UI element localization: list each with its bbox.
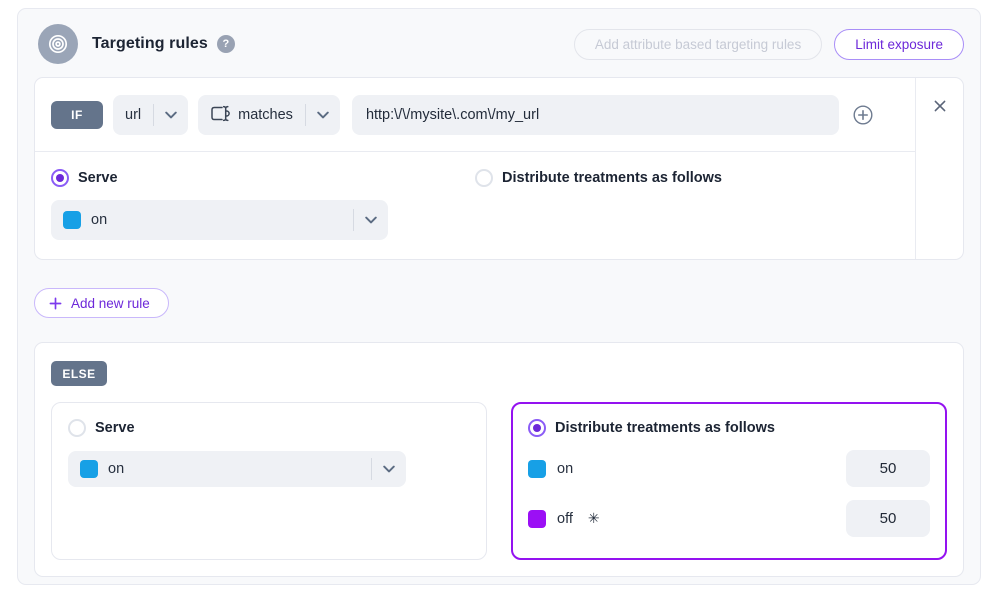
attribute-dropdown[interactable]: url [113,95,189,135]
default-treatment-dropdown-value: on [108,461,125,477]
operator-dropdown-value: matches [238,107,293,123]
match-value-input[interactable] [351,95,839,135]
distribute-option[interactable]: Distribute treatments as follows [475,169,722,187]
distribution-row: off ✳ [528,500,930,537]
default-distribute-option[interactable]: Distribute treatments as follows [528,419,930,437]
distribute-option-label: Distribute treatments as follows [502,170,722,186]
delete-rule-icon[interactable] [931,97,949,115]
else-badge: ELSE [51,361,107,386]
chevron-down-icon [154,111,188,119]
treatment-on-swatch [63,211,81,229]
default-treatment-asterisk-icon: ✳ [587,510,600,526]
distribution-treatment-name: on [557,460,574,477]
targeting-rules-panel: Targeting rules ? Add attribute based ta… [17,8,981,585]
default-distribute-label: Distribute treatments as follows [555,420,775,436]
serve-option[interactable]: Serve [51,169,475,187]
rule-side-column [915,78,963,259]
chevron-down-icon [372,465,406,473]
distribution-percent-input[interactable] [846,450,930,487]
default-distribute-radio[interactable] [528,419,546,437]
treatment-on-swatch [528,459,546,478]
chevron-down-icon [306,111,340,119]
operator-dropdown[interactable]: matches [198,95,340,135]
add-attribute-rules-button[interactable]: Add attribute based targeting rules [573,28,823,60]
distribution-row: on [528,450,930,487]
chevron-down-icon [354,216,388,224]
default-rule-card: ELSE Serve on [34,342,964,577]
default-treatment-dropdown[interactable]: on [68,451,406,487]
serve-option-label: Serve [78,170,118,186]
target-icon [38,24,78,64]
distribution-percent-input[interactable] [846,500,930,537]
treatment-off-swatch [528,509,546,528]
default-distribute-card: Distribute treatments as follows on off … [511,402,947,560]
plus-icon [49,297,62,310]
default-serve-label: Serve [95,420,135,436]
condition-row: IF url [35,78,915,152]
serve-radio[interactable] [51,169,69,187]
treatment-on-swatch [80,460,98,478]
panel-header: Targeting rules ? Add attribute based ta… [18,9,980,76]
page-title: Targeting rules [92,35,208,52]
limit-exposure-button[interactable]: Limit exposure [834,28,964,60]
help-icon[interactable]: ? [216,35,235,53]
treatment-dropdown-value: on [91,212,108,228]
add-new-rule-button[interactable]: Add new rule [34,288,169,318]
targeting-rule-card: IF url [34,77,964,260]
add-condition-icon[interactable] [851,103,875,127]
serve-options-row: Serve Distribute treatments as follows [35,152,915,187]
default-serve-option[interactable]: Serve [68,419,470,437]
treatment-row: on [35,187,915,259]
default-serve-radio[interactable] [68,419,86,437]
attribute-dropdown-value: url [125,107,142,123]
treatment-dropdown[interactable]: on [51,200,388,240]
default-serve-card: Serve on [51,402,487,560]
distribution-treatment-name: off [557,510,573,527]
string-type-icon [210,105,230,126]
add-new-rule-label: Add new rule [71,295,150,311]
distribute-radio[interactable] [475,169,493,187]
if-badge: IF [51,101,103,129]
